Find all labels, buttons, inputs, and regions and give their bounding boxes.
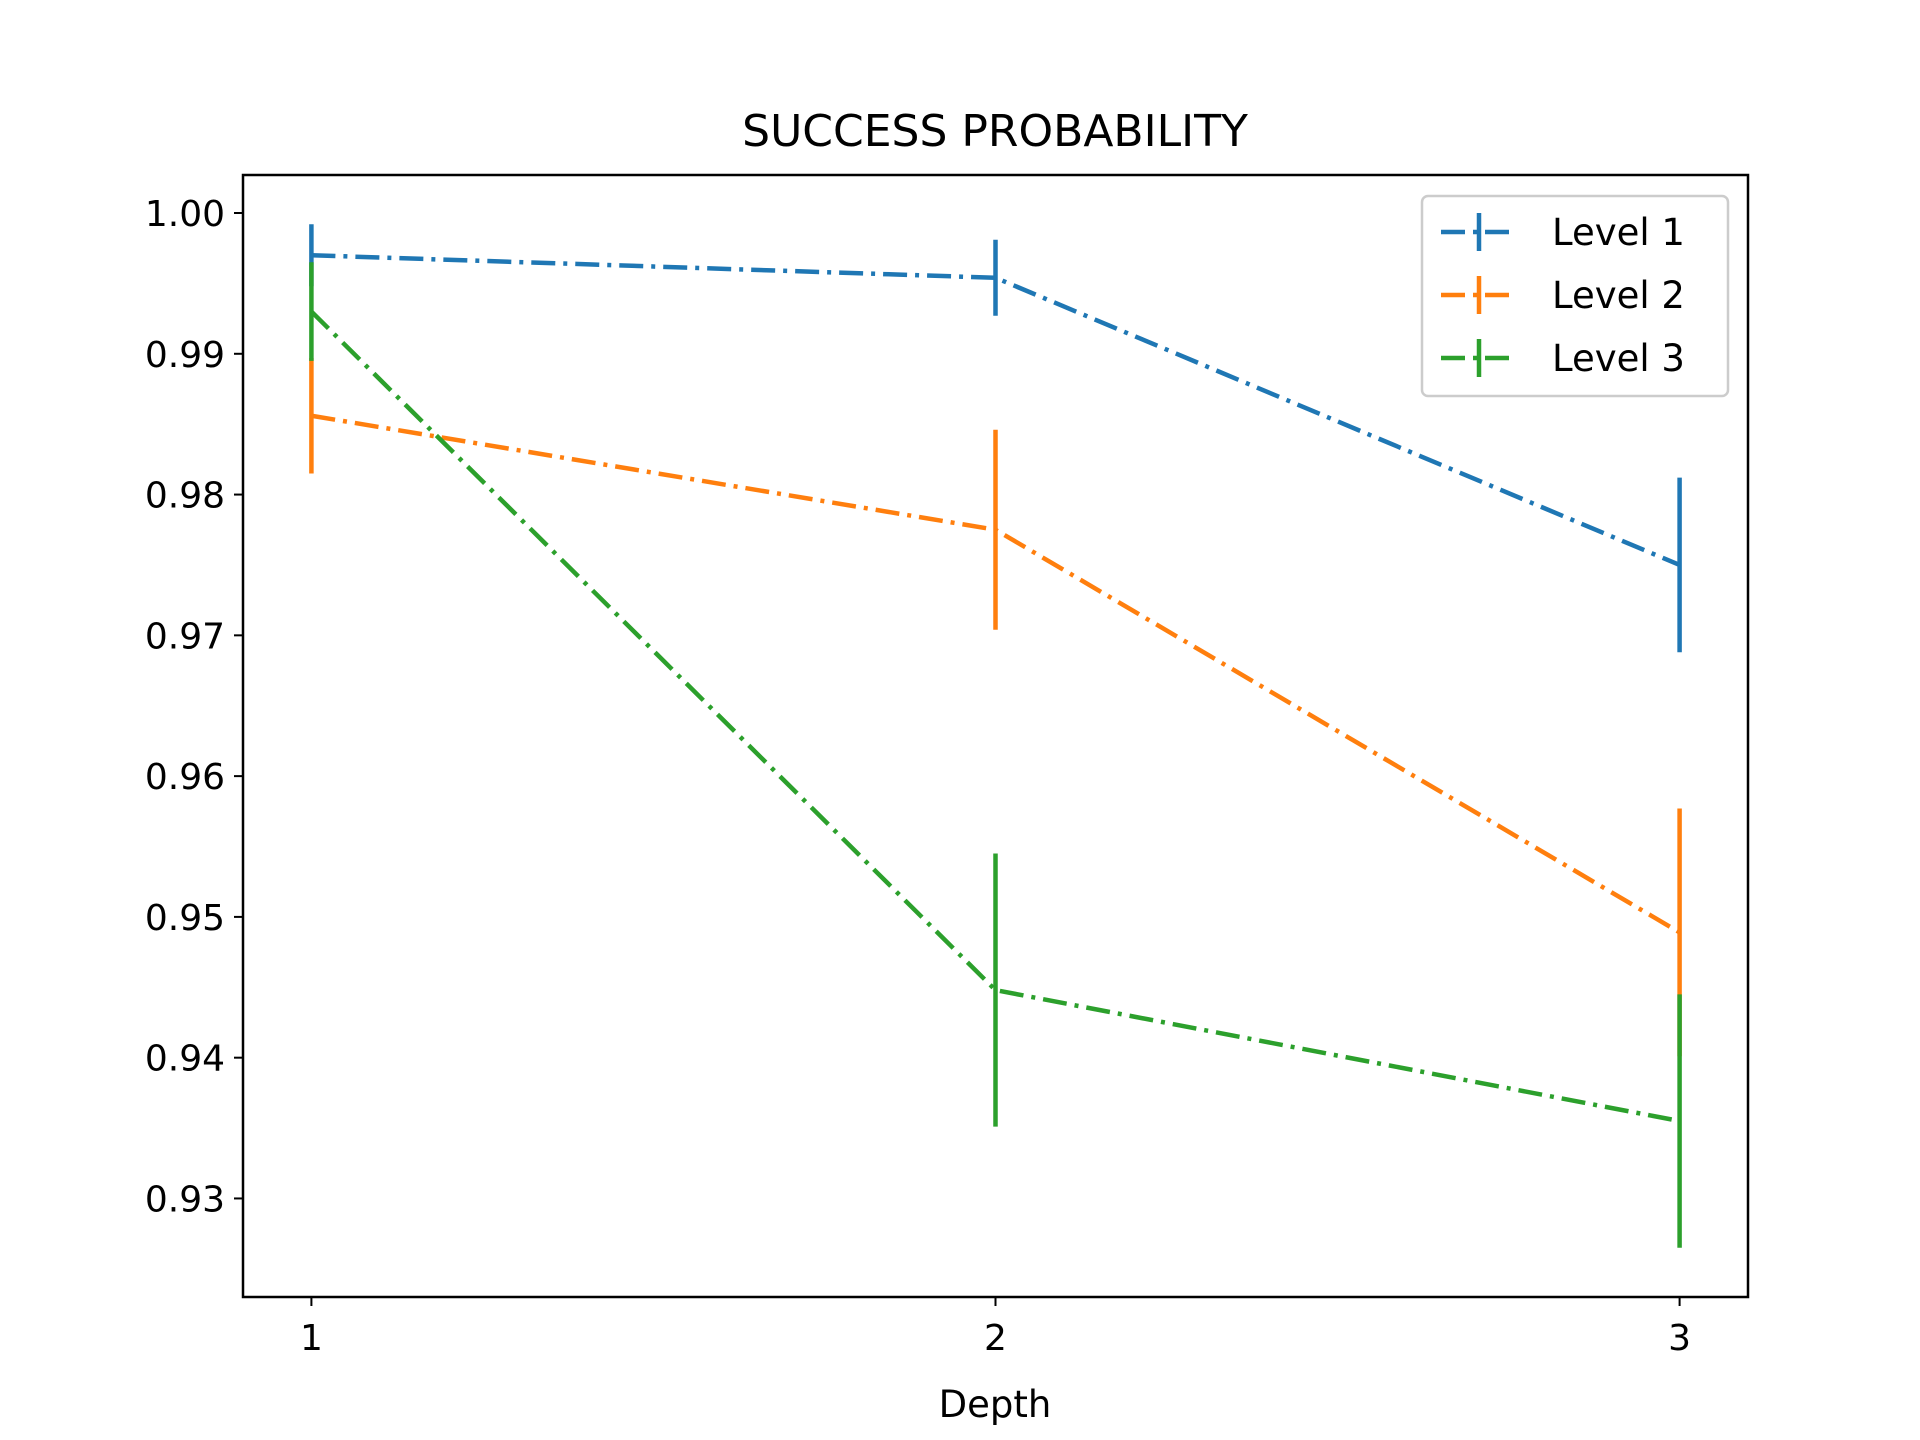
x-axis: 1 2 3 [300,1297,1691,1359]
y-tick-label: 0.98 [145,476,225,517]
series-layer [309,224,1682,1248]
legend-label: Level 2 [1552,274,1685,317]
legend-frame [1420,194,1730,398]
legend-label: Level 1 [1552,211,1685,254]
x-tick-label: 2 [984,1318,1007,1359]
series-line [311,252,1681,568]
series-3 [309,262,1682,1248]
y-axis: 0.93 0.94 0.95 0.96 0.97 0.98 0.99 1.00 [145,194,243,1220]
legend: Level 1 Level 2 Level 3 [1420,194,1730,398]
legend-item: Level 3 [1441,337,1685,380]
y-tick-label: 0.97 [145,616,225,657]
x-tick-label: 3 [1668,1318,1691,1359]
x-axis-label: Depth [939,1383,1052,1426]
legend-label: Level 3 [1552,337,1685,380]
y-tick-label: 0.94 [145,1039,225,1080]
y-tick-label: 0.99 [145,335,225,376]
legend-item: Level 1 [1441,211,1685,254]
legend-item: Level 2 [1441,274,1685,317]
chart-title: SUCCESS PROBABILITY [742,106,1248,157]
y-tick-label: 0.96 [145,757,225,798]
y-tick-label: 0.95 [145,898,225,939]
y-tick-label: 1.00 [145,194,225,235]
y-tick-label: 0.93 [145,1179,225,1220]
x-tick-label: 1 [300,1318,323,1359]
series-line [309,309,1681,1124]
